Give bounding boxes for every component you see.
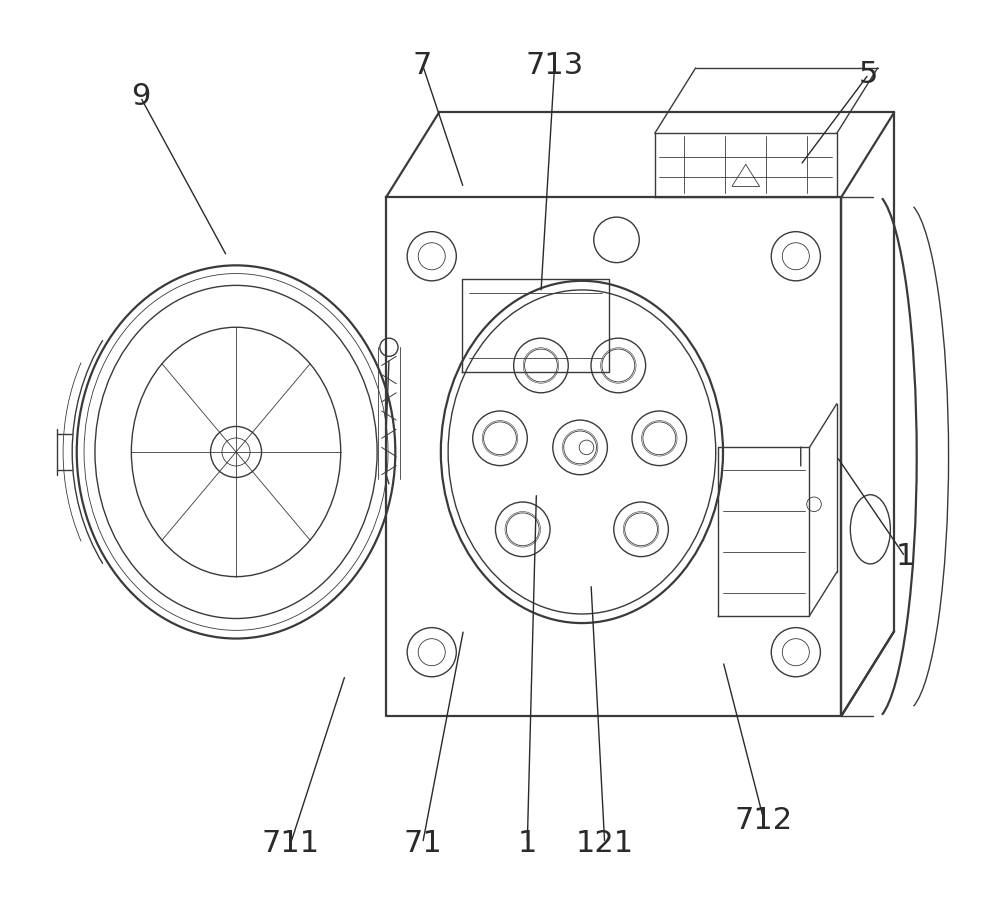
Text: 1: 1 [895,542,915,572]
Text: 712: 712 [735,806,793,835]
Text: 7: 7 [413,50,432,79]
Text: 121: 121 [576,829,634,858]
Text: 71: 71 [403,829,442,858]
Text: 5: 5 [859,59,878,89]
Text: 711: 711 [262,829,320,858]
Text: 9: 9 [131,82,150,111]
Text: 1: 1 [518,829,537,858]
Text: 713: 713 [525,50,584,79]
